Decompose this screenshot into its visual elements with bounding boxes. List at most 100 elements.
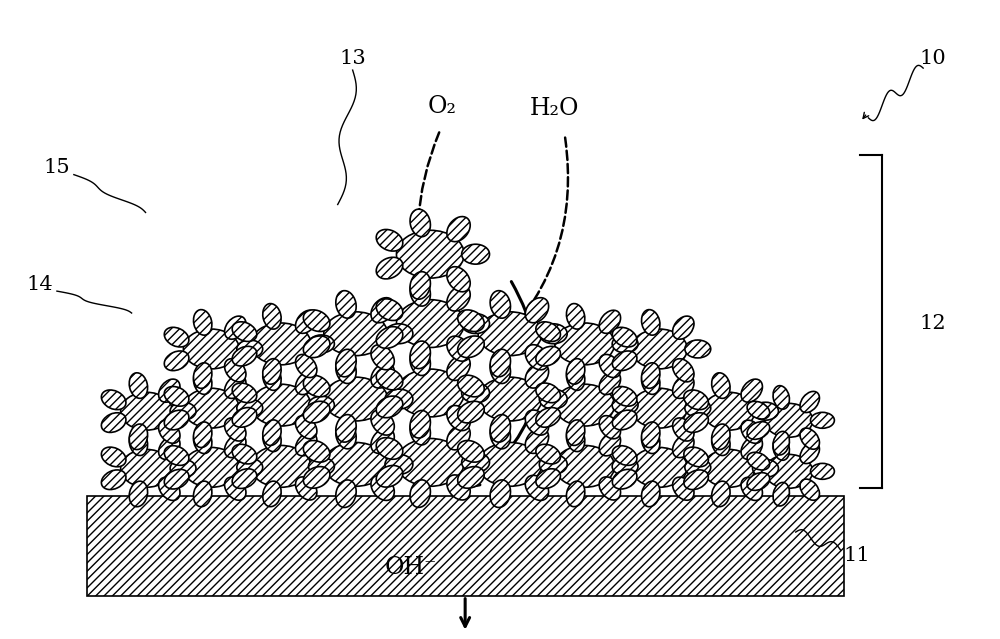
Ellipse shape — [447, 406, 470, 431]
Ellipse shape — [810, 463, 834, 479]
Ellipse shape — [225, 418, 246, 441]
Ellipse shape — [684, 390, 708, 410]
Ellipse shape — [336, 480, 356, 507]
Ellipse shape — [490, 291, 511, 318]
Text: 13: 13 — [339, 49, 366, 68]
Ellipse shape — [251, 384, 311, 426]
Ellipse shape — [159, 379, 180, 402]
Ellipse shape — [773, 436, 789, 460]
Ellipse shape — [371, 428, 394, 454]
Ellipse shape — [101, 470, 126, 489]
Ellipse shape — [232, 408, 257, 427]
Ellipse shape — [296, 311, 317, 334]
Ellipse shape — [308, 458, 334, 475]
Ellipse shape — [164, 327, 189, 347]
Ellipse shape — [193, 363, 212, 389]
Ellipse shape — [129, 373, 148, 398]
Ellipse shape — [447, 266, 470, 292]
Ellipse shape — [371, 475, 394, 500]
Ellipse shape — [303, 440, 330, 462]
Text: 15: 15 — [44, 158, 70, 177]
Ellipse shape — [490, 480, 511, 507]
Ellipse shape — [101, 413, 126, 433]
Ellipse shape — [765, 403, 813, 437]
Ellipse shape — [129, 424, 148, 450]
Ellipse shape — [490, 421, 511, 449]
Ellipse shape — [800, 428, 819, 449]
Ellipse shape — [193, 481, 212, 507]
Ellipse shape — [447, 355, 470, 380]
Ellipse shape — [303, 401, 330, 423]
Ellipse shape — [536, 444, 560, 464]
Ellipse shape — [673, 375, 694, 398]
Ellipse shape — [193, 422, 212, 447]
Ellipse shape — [410, 348, 430, 376]
Ellipse shape — [183, 447, 239, 488]
Ellipse shape — [303, 375, 330, 397]
Ellipse shape — [410, 410, 430, 438]
Ellipse shape — [396, 438, 464, 486]
Ellipse shape — [170, 402, 196, 420]
Ellipse shape — [396, 230, 464, 278]
Ellipse shape — [336, 350, 356, 377]
Ellipse shape — [376, 438, 403, 459]
Ellipse shape — [525, 363, 549, 388]
Ellipse shape — [371, 410, 394, 435]
Ellipse shape — [396, 300, 464, 348]
Ellipse shape — [800, 442, 819, 463]
Ellipse shape — [673, 316, 694, 339]
Ellipse shape — [612, 445, 637, 465]
Ellipse shape — [458, 375, 484, 397]
Ellipse shape — [631, 389, 687, 428]
Ellipse shape — [566, 420, 585, 445]
Ellipse shape — [536, 408, 560, 427]
Ellipse shape — [410, 480, 430, 507]
Ellipse shape — [183, 389, 239, 428]
Ellipse shape — [566, 481, 585, 507]
Ellipse shape — [385, 324, 413, 344]
Ellipse shape — [129, 430, 148, 456]
Ellipse shape — [566, 426, 585, 452]
Ellipse shape — [642, 369, 660, 394]
Ellipse shape — [536, 322, 560, 341]
Text: OH⁻: OH⁻ — [384, 557, 437, 580]
Ellipse shape — [458, 401, 484, 423]
Ellipse shape — [336, 421, 356, 449]
Text: O₂: O₂ — [428, 95, 457, 118]
Ellipse shape — [232, 322, 257, 341]
Ellipse shape — [447, 425, 470, 450]
Ellipse shape — [263, 426, 281, 452]
Ellipse shape — [251, 323, 311, 365]
Ellipse shape — [232, 346, 257, 366]
Ellipse shape — [612, 470, 637, 489]
Ellipse shape — [164, 351, 189, 371]
Ellipse shape — [685, 458, 711, 476]
Ellipse shape — [458, 310, 484, 332]
Ellipse shape — [612, 458, 638, 475]
Ellipse shape — [303, 336, 330, 358]
Ellipse shape — [642, 481, 660, 507]
Ellipse shape — [371, 363, 394, 388]
Ellipse shape — [237, 458, 263, 476]
Bar — [87, 497, 844, 596]
Ellipse shape — [237, 399, 263, 417]
Ellipse shape — [410, 417, 430, 445]
Ellipse shape — [462, 314, 490, 334]
Ellipse shape — [296, 415, 317, 439]
Ellipse shape — [765, 454, 813, 488]
Ellipse shape — [566, 358, 585, 384]
Ellipse shape — [810, 412, 834, 428]
Ellipse shape — [741, 477, 762, 500]
Ellipse shape — [121, 392, 172, 430]
Ellipse shape — [447, 336, 470, 361]
Text: 12: 12 — [920, 314, 946, 334]
Ellipse shape — [183, 329, 239, 369]
Ellipse shape — [462, 244, 490, 264]
Ellipse shape — [376, 396, 403, 418]
Ellipse shape — [741, 420, 762, 443]
Ellipse shape — [232, 383, 257, 403]
Ellipse shape — [712, 373, 730, 398]
Ellipse shape — [129, 481, 148, 507]
Ellipse shape — [193, 428, 212, 454]
Ellipse shape — [673, 477, 694, 500]
